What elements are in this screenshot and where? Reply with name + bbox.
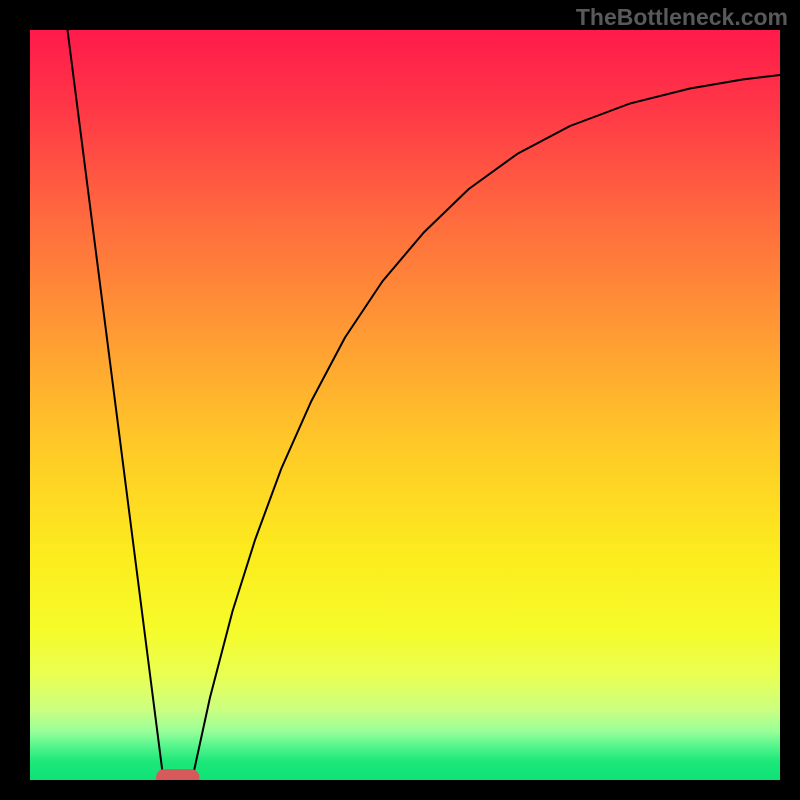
plot-svg <box>30 30 780 780</box>
chart-frame: TheBottleneck.com <box>0 0 800 800</box>
plot-background <box>30 30 780 780</box>
plot-area <box>30 30 780 780</box>
dip-marker <box>156 769 200 780</box>
watermark-text: TheBottleneck.com <box>576 4 788 31</box>
